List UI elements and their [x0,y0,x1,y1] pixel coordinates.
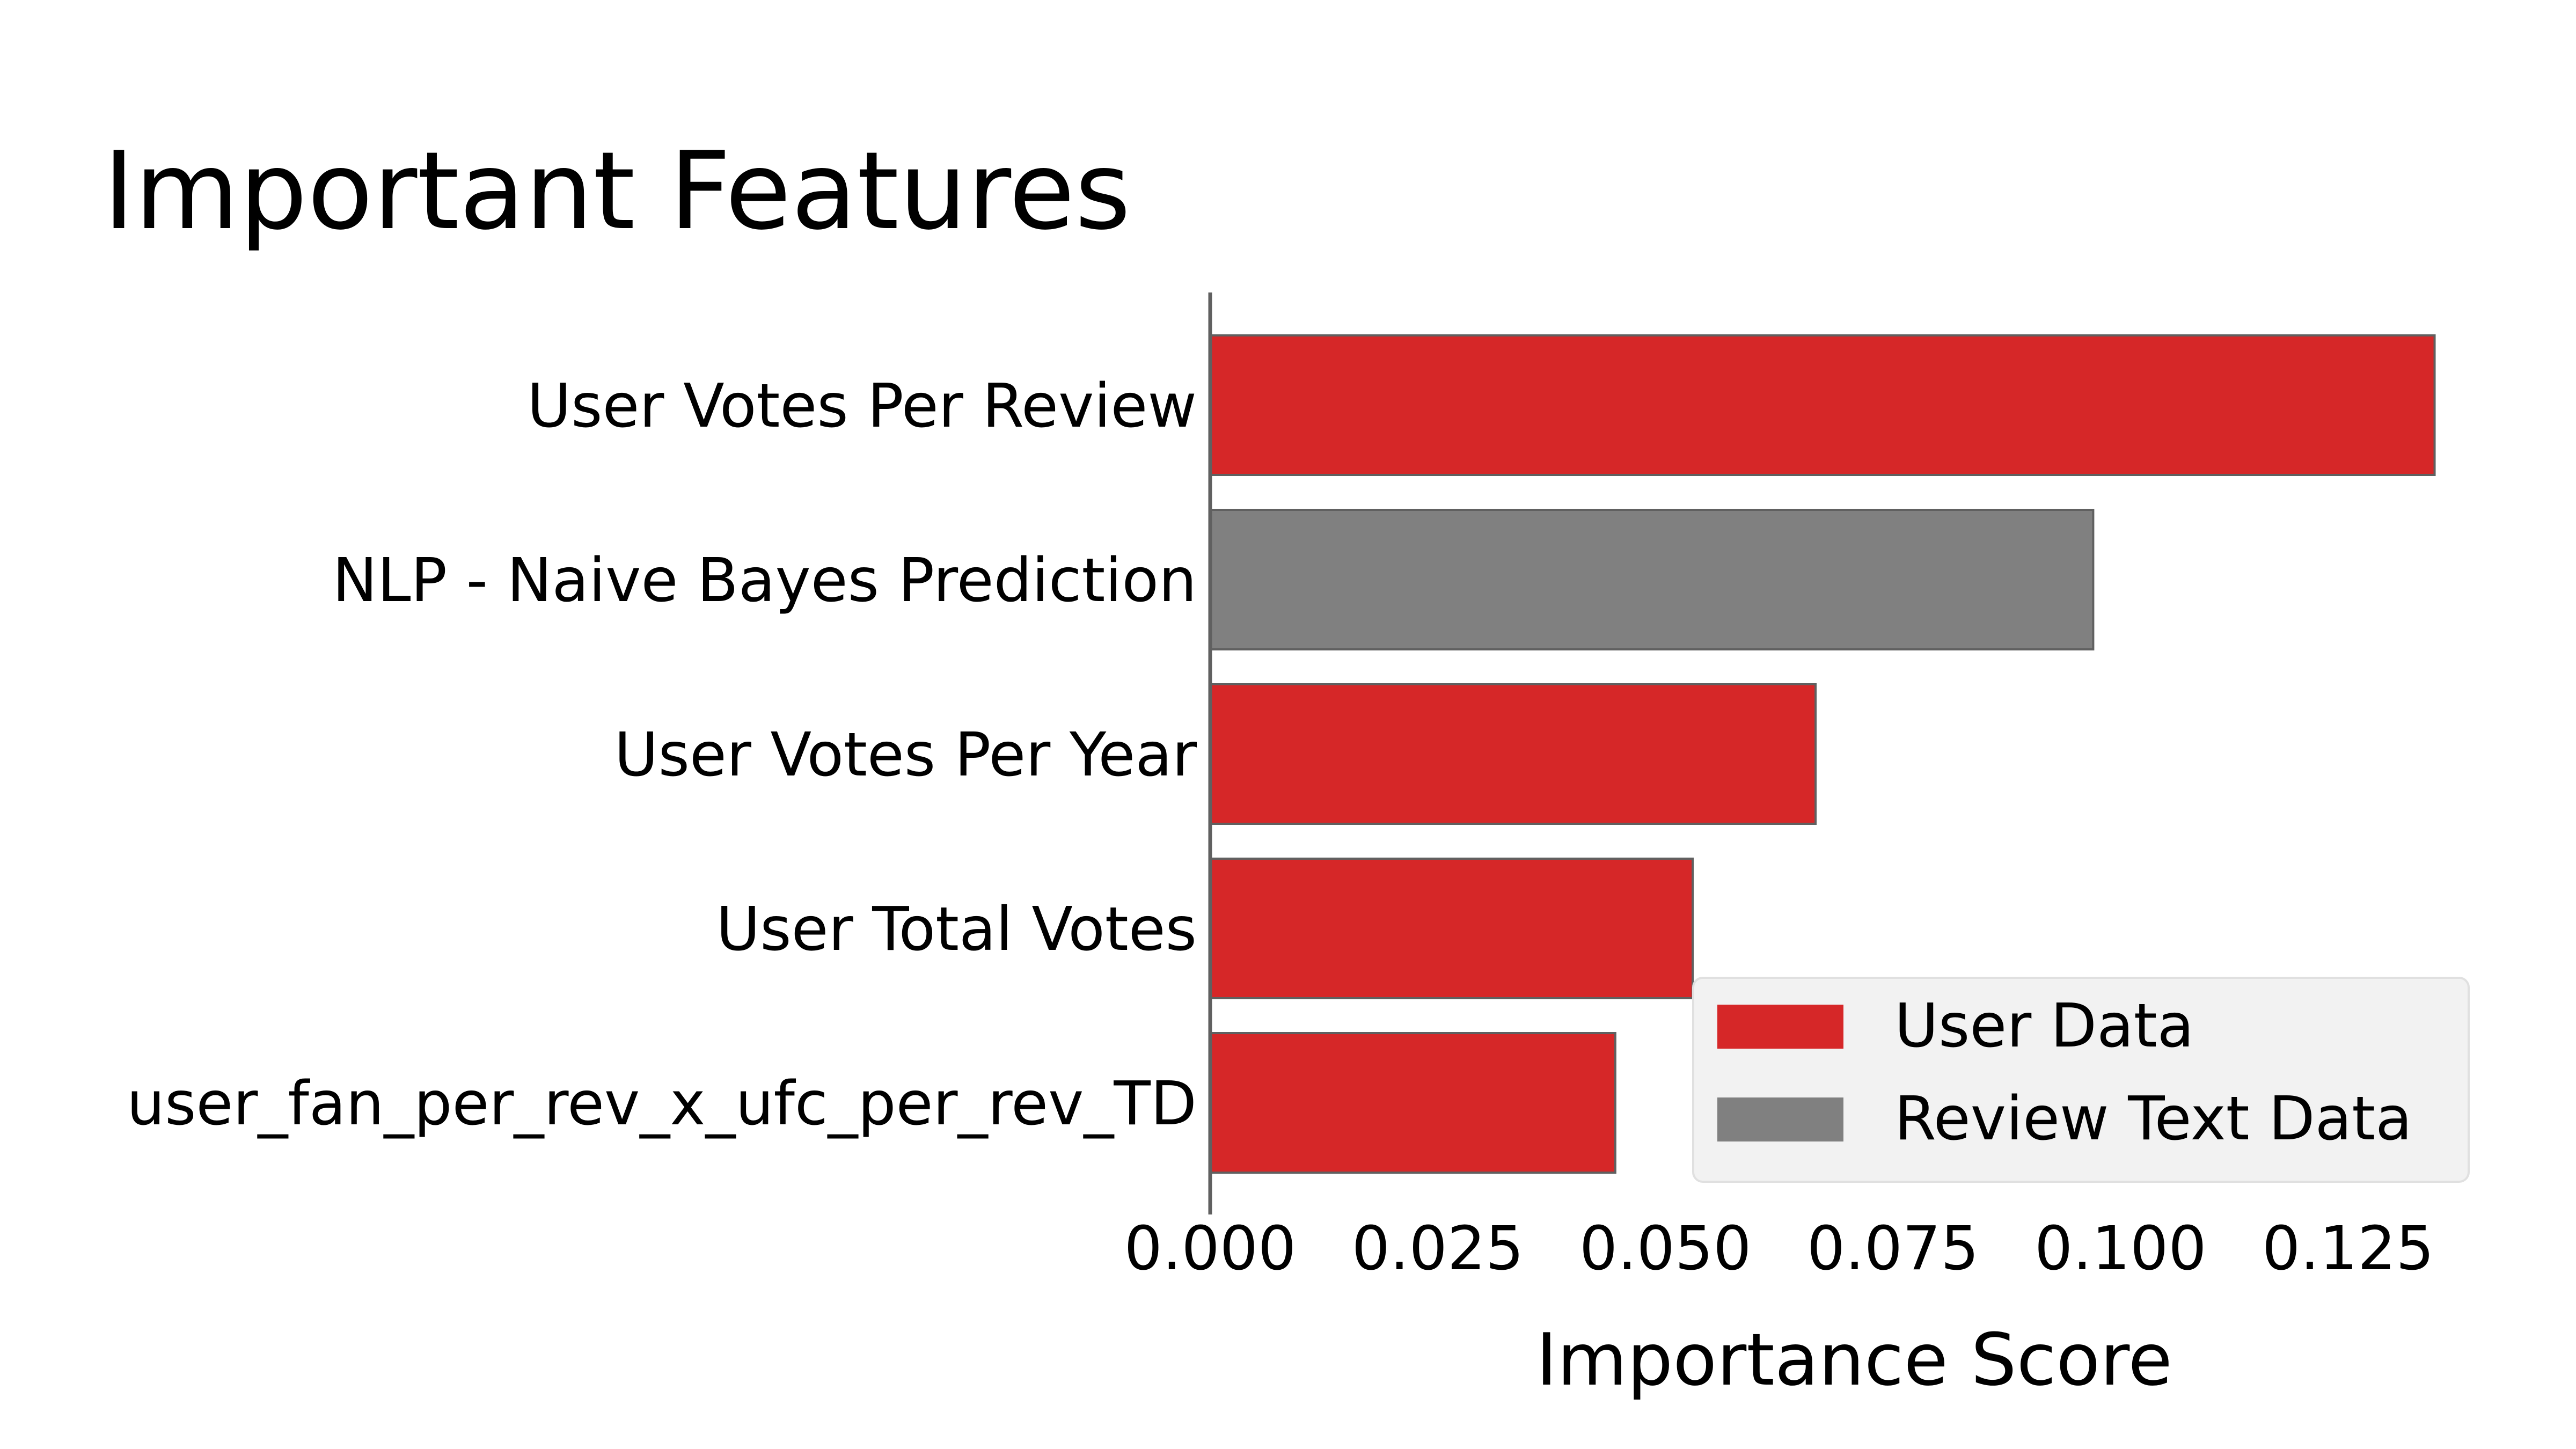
category-label: User Votes Per Review [527,371,1197,441]
legend-swatch [1717,1005,1843,1049]
category-label: User Total Votes [716,895,1197,964]
x-tick-label: 0.075 [1807,1214,1979,1284]
bars-group [1209,334,2436,1174]
legend-swatch [1717,1097,1843,1141]
x-tick-label: 0.000 [1124,1214,1297,1284]
legend-label: User Data [1894,991,2194,1061]
legend: User Data Review Text Data [1692,977,2470,1183]
legend-box [1692,977,2470,1183]
category-label: user_fan_per_rev_x_ufc_per_rev_TD [127,1069,1197,1139]
x-axis-label: Importance Score [1536,1318,2172,1402]
x-tick-label: 0.125 [2262,1214,2434,1284]
bar-4 [1209,858,1694,999]
bar-2 [1209,509,2095,650]
x-tick-label: 0.100 [2035,1214,2207,1284]
chart-title: Important Features [103,129,1131,254]
bar-5 [1209,1032,1616,1174]
bar-1 [1209,334,2436,476]
category-labels: User Votes Per Review NLP - Naive Bayes P… [127,371,1197,1139]
category-label: User Votes Per Year [614,720,1197,790]
bar-3 [1209,683,1817,825]
x-tick-labels: 0.000 0.025 0.050 0.075 0.100 0.125 [1124,1214,2434,1284]
legend-label: Review Text Data [1894,1084,2412,1154]
category-label: NLP - Naive Bayes Prediction [332,546,1197,616]
x-tick-label: 0.050 [1579,1214,1752,1284]
x-tick-label: 0.025 [1352,1214,1524,1284]
